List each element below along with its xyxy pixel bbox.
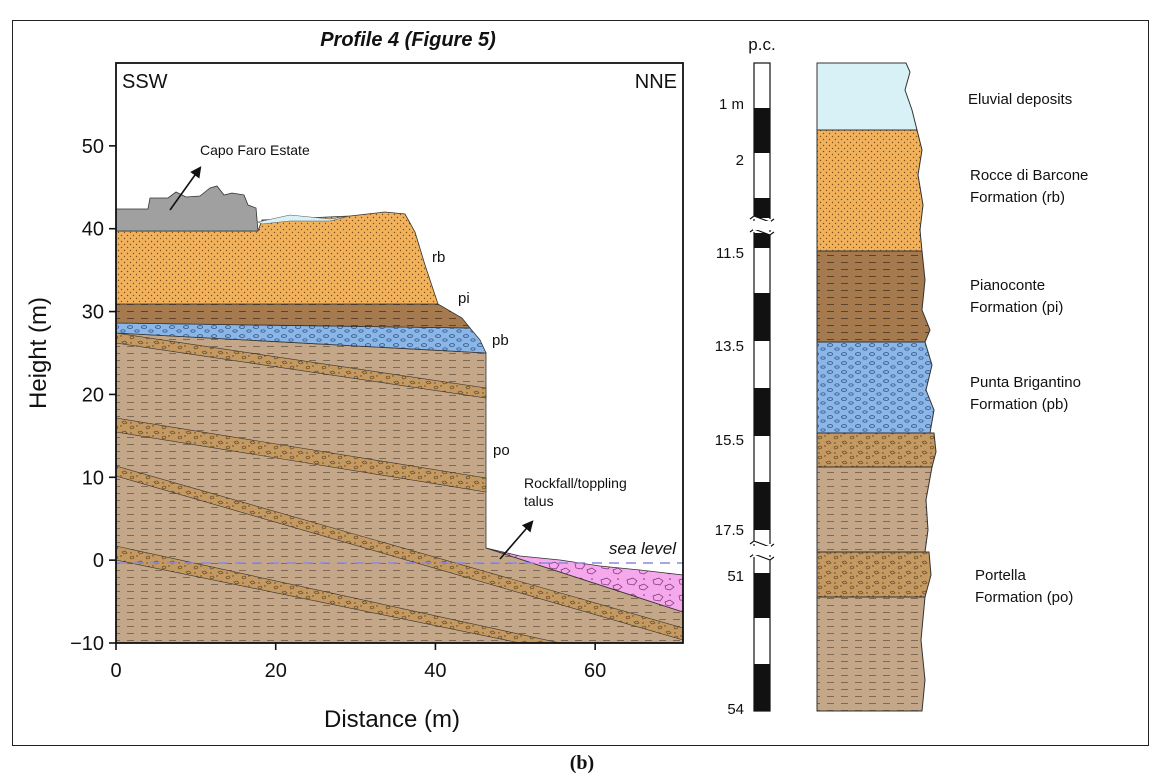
po-label: po — [493, 442, 510, 459]
depth-label: 54 — [727, 701, 744, 718]
y-tick-label: −10 — [70, 633, 104, 655]
y-tick-label: 50 — [82, 136, 104, 158]
label-rocce-di-barcone: Rocce di Barcone Formation (rb) — [970, 167, 1088, 206]
column-po-upper — [816, 466, 933, 553]
column-po-lower — [816, 596, 926, 712]
capo-faro-label: Capo Faro Estate — [200, 142, 310, 158]
rb-label: rb — [432, 249, 445, 266]
x-tick-label: 40 — [424, 660, 446, 682]
eluvial-cover — [257, 214, 351, 225]
pi-label: pi — [458, 290, 470, 307]
direction-ssw: SSW — [122, 71, 168, 93]
label-portella: Portella Formation (po) — [975, 567, 1073, 606]
column-rb — [816, 129, 924, 252]
depth-label: 2 — [736, 152, 744, 169]
depth-labels: 1 m 2 11.5 13.5 15.5 17.5 51 54 — [715, 96, 744, 718]
y-tick-label: 10 — [82, 467, 104, 489]
depth-label: 13.5 — [715, 338, 744, 355]
figure-caption: (b) — [569, 752, 595, 774]
pb-label: pb — [492, 332, 509, 349]
x-tick-label: 60 — [584, 660, 606, 682]
x-axis-label: Distance (m) — [324, 706, 460, 733]
depth-scale-bar — [749, 62, 775, 712]
rockfall-label-line1: Rockfall/toppling — [524, 475, 627, 491]
rockfall-arrow — [499, 520, 534, 560]
figure-frame — [12, 20, 1149, 746]
x-axis: 0 20 40 60 — [110, 643, 606, 682]
depth-label: 51 — [727, 568, 744, 585]
depth-label: 1 m — [719, 96, 744, 113]
capo-faro-arrow — [169, 166, 202, 211]
stratigraphic-column — [816, 62, 937, 712]
figure-title: Profile 4 (Figure 5) — [320, 29, 496, 51]
capo-faro-building — [115, 185, 259, 232]
y-tick-label: 40 — [82, 219, 104, 241]
column-pb — [816, 341, 935, 434]
column-eluvial — [816, 62, 918, 131]
depth-label: 17.5 — [715, 522, 744, 539]
column-pi — [816, 250, 931, 343]
depth-label: 15.5 — [715, 432, 744, 449]
label-pianoconte: Pianoconte Formation (pi) — [970, 277, 1063, 316]
y-tick-label: 0 — [93, 550, 104, 572]
y-tick-label: 30 — [82, 302, 104, 324]
column-header: p.c. — [748, 35, 775, 54]
depth-label: 11.5 — [716, 245, 744, 262]
direction-nne: NNE — [635, 71, 677, 93]
y-axis: −10 0 10 20 30 40 50 — [70, 136, 116, 655]
x-tick-label: 20 — [265, 660, 287, 682]
rockfall-label-line2: talus — [524, 493, 554, 509]
profile-axes-box — [115, 62, 684, 644]
x-tick-label: 0 — [110, 660, 121, 682]
column-po-band-2 — [816, 551, 932, 598]
sea-level-label: sea level — [609, 539, 677, 558]
y-tick-label: 20 — [82, 384, 104, 406]
cross-section-profile — [115, 62, 684, 644]
y-axis-label: Height (m) — [25, 297, 52, 409]
column-po-band-1 — [816, 432, 937, 468]
label-eluvial: Eluvial deposits — [968, 91, 1072, 108]
label-punta-brigantino: Punta Brigantino Formation (pb) — [970, 374, 1081, 413]
